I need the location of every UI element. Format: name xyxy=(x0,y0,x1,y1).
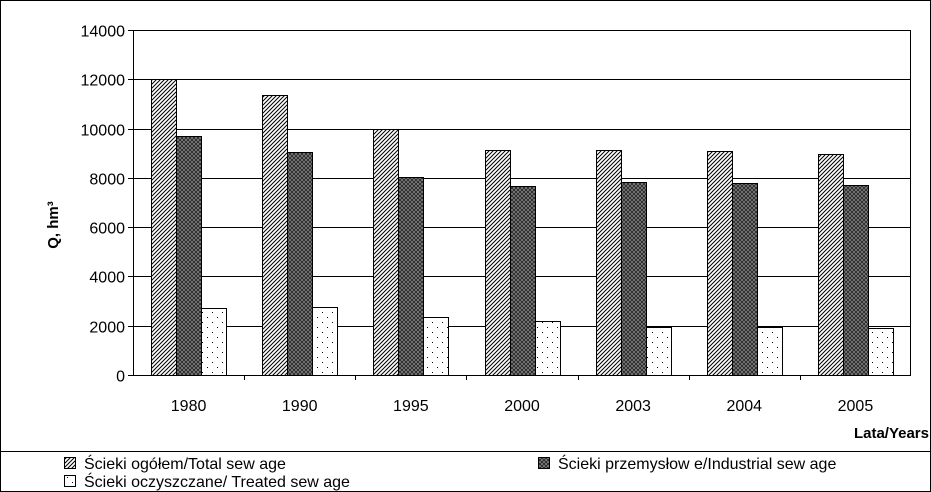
bar xyxy=(621,182,647,376)
bar xyxy=(732,183,758,376)
bar xyxy=(757,327,783,376)
x-tick-label: 2000 xyxy=(504,398,540,415)
y-tick-label: 14000 xyxy=(81,24,126,41)
bar xyxy=(535,321,561,376)
bar xyxy=(485,150,511,376)
bar xyxy=(176,136,202,376)
bars xyxy=(151,79,894,376)
legend: Ścieki ogółem/Total sew age Ścieki przemy… xyxy=(64,454,836,491)
x-tick-label: 1995 xyxy=(393,398,429,415)
bar xyxy=(596,150,622,376)
y-axis-title: Q, hm³ xyxy=(45,201,62,249)
bar xyxy=(868,328,894,376)
bar xyxy=(151,79,177,376)
legend-label: Ścieki przemysłow e/Industrial sew age xyxy=(558,454,836,473)
tick-labels: 0 2000 4000 6000 8000 10000 12000 14000 1980 1990… xyxy=(81,24,874,416)
bar xyxy=(646,327,672,376)
x-axis-title: Lata/Years xyxy=(854,425,929,442)
legend-swatch xyxy=(64,457,76,469)
bar xyxy=(707,151,733,376)
bar xyxy=(312,307,338,376)
bar xyxy=(510,186,536,376)
bar xyxy=(287,152,313,376)
legend-label: Ścieki ogółem/Total sew age xyxy=(84,454,286,473)
bar xyxy=(423,317,449,376)
y-tick-label: 4000 xyxy=(89,270,125,287)
bar xyxy=(398,177,424,376)
x-tick-label: 2005 xyxy=(838,398,874,415)
bar xyxy=(818,154,844,376)
x-tick-label: 2004 xyxy=(726,398,762,415)
y-tick-label: 0 xyxy=(116,369,125,386)
y-tick-label: 8000 xyxy=(89,172,125,189)
x-tick-label: 1990 xyxy=(282,398,318,415)
x-tick-label: 2003 xyxy=(615,398,651,415)
y-tick-label: 6000 xyxy=(89,221,125,238)
legend-label: Ścieki oczyszczane/ Treated sew age xyxy=(84,472,350,491)
legend-swatch xyxy=(64,475,76,487)
bar xyxy=(201,308,227,376)
bar xyxy=(843,185,869,376)
legend-swatch xyxy=(538,457,550,469)
axes xyxy=(128,30,911,380)
y-tick-label: 10000 xyxy=(81,123,126,140)
y-tick-label: 12000 xyxy=(81,73,126,90)
bar xyxy=(262,95,288,376)
bar xyxy=(373,129,399,376)
y-tick-label: 2000 xyxy=(89,320,125,337)
x-tick-label: 1980 xyxy=(171,398,207,415)
